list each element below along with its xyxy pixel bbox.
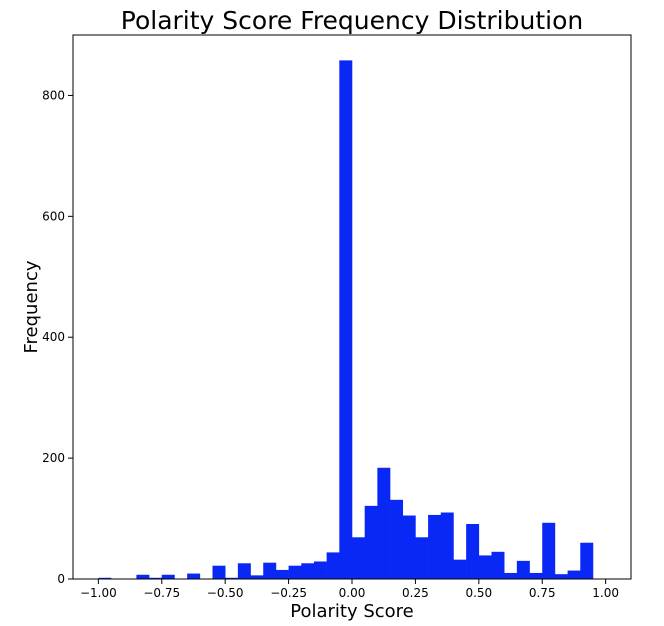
histogram-bar — [250, 575, 264, 579]
chart-title: Polarity Score Frequency Distribution — [121, 6, 583, 35]
histogram-bar — [161, 574, 175, 579]
x-tick-label: 0.50 — [465, 586, 492, 600]
histogram-bar — [313, 561, 327, 579]
histogram-bar — [542, 522, 556, 579]
x-tick-label: −1.00 — [80, 586, 117, 600]
y-tick-label: 0 — [57, 572, 65, 586]
histogram-bar — [98, 577, 112, 579]
histogram-bar — [377, 467, 391, 579]
x-axis-label: Polarity Score — [290, 601, 414, 622]
x-axis-ticks: −1.00 −0.75 −0.50 −0.25 0.00 0.25 0.50 0.75 1.00 — [80, 579, 619, 600]
y-tick-label: 800 — [42, 88, 65, 102]
histogram-bar — [149, 577, 163, 579]
histogram-bar — [225, 577, 239, 579]
histogram-bar — [352, 537, 365, 579]
histogram-bar — [212, 565, 226, 579]
histogram-bar — [440, 512, 454, 579]
histogram-bar — [529, 572, 543, 579]
y-tick-label: 400 — [42, 330, 65, 344]
histogram-bar — [491, 551, 505, 579]
histogram-bar — [275, 569, 289, 579]
histogram-bar — [364, 505, 378, 579]
x-tick-label: 0.75 — [529, 586, 556, 600]
histogram-bar — [136, 574, 150, 579]
y-axis-label: Frequency — [21, 260, 42, 353]
histogram-bar — [504, 572, 518, 579]
histogram-bar — [415, 537, 429, 579]
x-tick-label: −0.50 — [207, 586, 244, 600]
x-tick-label: −0.75 — [143, 586, 180, 600]
histogram-bar — [339, 60, 353, 579]
histogram-bar — [453, 559, 467, 579]
histogram-bar — [390, 499, 404, 579]
histogram-bar — [187, 573, 201, 579]
y-tick-label: 600 — [42, 209, 65, 223]
histogram-bar — [402, 515, 416, 579]
histogram-bar — [428, 514, 442, 579]
histogram-bar — [580, 542, 594, 579]
histogram-bar — [554, 574, 568, 579]
histogram-bar — [237, 563, 251, 579]
histogram-bar — [478, 555, 492, 579]
histogram-bar — [326, 552, 340, 579]
histogram-bar — [301, 563, 315, 579]
histogram-bar — [567, 570, 581, 579]
y-tick-label: 200 — [42, 451, 65, 465]
x-tick-label: 0.25 — [402, 586, 429, 600]
x-tick-label: −0.25 — [270, 586, 307, 600]
y-axis-ticks: 0 200 400 600 800 — [42, 88, 73, 586]
histogram-bar — [516, 560, 530, 579]
histogram-bars — [98, 60, 594, 579]
histogram-bar — [288, 565, 302, 579]
histogram-bar — [263, 562, 277, 579]
x-tick-label: 0.00 — [339, 586, 366, 600]
x-tick-label: 1.00 — [592, 586, 619, 600]
histogram-bar — [466, 524, 480, 579]
